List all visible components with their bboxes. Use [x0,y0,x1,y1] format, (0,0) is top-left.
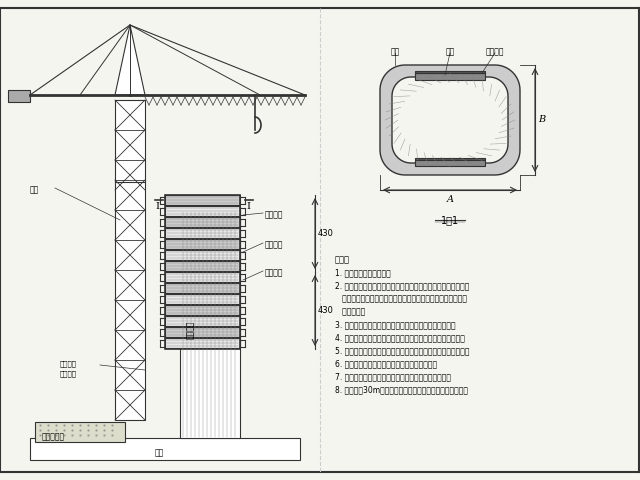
Text: A: A [447,195,454,204]
Bar [165,327,240,337]
Text: 1－1: 1－1 [441,215,459,225]
Bar [165,239,240,249]
Text: 吊重必须在塔吊吊重范围内，塔吊司机应持证上岗，专人操作: 吊重必须在塔吊吊重范围内，塔吊司机应持证上岗，专人操作 [335,294,467,303]
Bar [115,100,145,182]
Bar [165,206,240,216]
Bar [30,438,300,460]
Text: 专人指挥。: 专人指挥。 [335,307,365,316]
Text: 7. 模板及桁架可供作业人员上下模板，但要注意安全。: 7. 模板及桁架可供作业人员上下模板，但要注意安全。 [335,372,451,381]
Text: 说明：: 说明： [335,255,350,264]
Polygon shape [392,77,508,163]
Bar [165,305,240,315]
Bar [165,272,240,282]
Bar [8,90,30,102]
Bar [165,261,240,271]
Bar [415,71,485,73]
Text: 桁架: 桁架 [445,47,454,56]
Text: 5. 由于模板没有拉条，所以每套模板必须用螺栓连接紧密、牢固: 5. 由于模板没有拉条，所以每套模板必须用螺栓连接紧密、牢固 [335,346,470,355]
Text: 430: 430 [318,306,334,315]
Text: 塔吊: 塔吊 [30,185,39,194]
Bar [165,250,240,260]
Text: I: I [246,202,250,211]
Bar [35,422,125,442]
Text: 4. 每次墩身施工以一套模板为基础，在其上连接另一套模板。: 4. 每次墩身施工以一套模板为基础，在其上连接另一套模板。 [335,333,465,342]
Bar [165,283,240,293]
Bar [180,210,240,438]
Bar [165,228,240,238]
Bar [415,159,485,166]
Text: 8. 墩身超过30m时外侧设一台施工电梯，用于人员的运送。: 8. 墩身超过30m时外侧设一台施工电梯，用于人员的运送。 [335,385,468,394]
Text: 撑拉构件: 撑拉构件 [60,370,77,377]
Text: 3. 模板及支架拼装好后，安装护栏可作为工作平台使用。: 3. 模板及支架拼装好后，安装护栏可作为工作平台使用。 [335,320,456,329]
Bar [165,217,240,227]
Text: 模板: 模板 [390,47,399,56]
Text: 1. 本图尺寸均以厘米计。: 1. 本图尺寸均以厘米计。 [335,268,391,277]
Bar [415,73,485,80]
Text: 浇好墩身: 浇好墩身 [265,268,284,277]
Polygon shape [115,25,145,95]
Polygon shape [380,65,520,175]
Text: 工作平台: 工作平台 [486,47,504,56]
Text: 成型墩身: 成型墩身 [186,321,195,339]
Text: 工作平台: 工作平台 [265,240,284,249]
Text: 承台: 承台 [155,448,164,457]
Text: I: I [155,202,159,211]
Bar [165,294,240,304]
Bar [165,316,240,326]
Bar [415,158,485,160]
Bar [165,338,240,348]
Bar [165,195,240,349]
Text: 待浇墩身: 待浇墩身 [265,210,284,219]
Text: 6. 吊装模板时，注意模板的整体性，平稳吊装。: 6. 吊装模板时，注意模板的整体性，平稳吊装。 [335,359,437,368]
Text: B: B [538,116,545,124]
Text: 430: 430 [318,229,334,238]
Bar [115,180,145,420]
Text: 砼扩大基础: 砼扩大基础 [42,432,65,441]
Bar [165,195,240,205]
Text: 2. 使用塔吊应严格遵守《塔吊安全操作规程》等各种规章制度，: 2. 使用塔吊应严格遵守《塔吊安全操作规程》等各种规章制度， [335,281,469,290]
Text: 塔吊附墙: 塔吊附墙 [60,360,77,367]
